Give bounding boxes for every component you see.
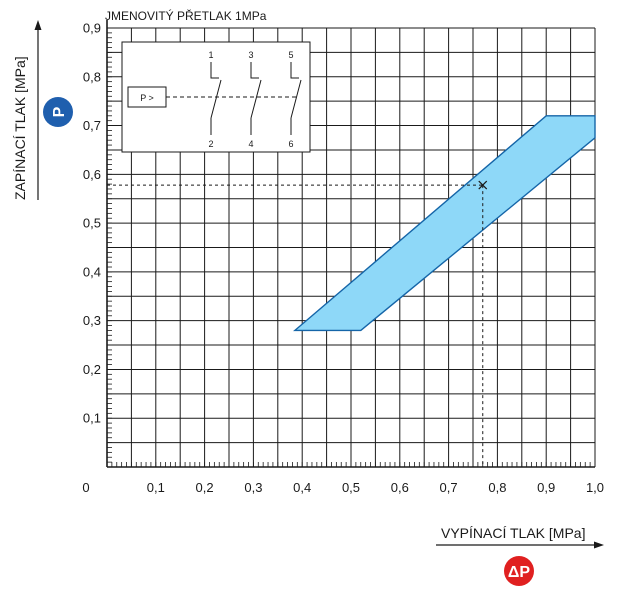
x-tick-labels: 0,1 0,2 0,3 0,4 0,5 0,6 0,7 0,8 0,9 1,0 bbox=[147, 480, 604, 495]
y-tick-label: 0,6 bbox=[83, 167, 101, 182]
terminal-bottom-label: 6 bbox=[288, 139, 293, 149]
y-axis-title-group: ZAPÍNACÍ TLAK [MPa] P bbox=[12, 20, 73, 200]
x-tick-label: 0,6 bbox=[391, 480, 409, 495]
y-axis-arrowhead bbox=[34, 20, 42, 30]
y-tick-label: 0,7 bbox=[83, 118, 101, 133]
axes bbox=[106, 20, 595, 468]
x-tick-label: 0,5 bbox=[342, 480, 360, 495]
terminal-top-label: 1 bbox=[208, 50, 213, 60]
y-tick-labels: 0,1 0,2 0,3 0,4 0,5 0,6 0,7 0,8 0,9 bbox=[83, 21, 101, 426]
delta-p-symbol-text: ΔP bbox=[508, 564, 531, 581]
x-axis-title: VYPÍNACÍ TLAK [MPa] bbox=[441, 525, 585, 541]
contact-blade bbox=[210, 79, 222, 119]
delta-p-symbol-badge bbox=[504, 556, 534, 586]
contact-upper-lead bbox=[250, 62, 259, 79]
x-tick-label: 1,0 bbox=[586, 480, 604, 495]
x-tick-label: 0,8 bbox=[488, 480, 506, 495]
switch-schematic-inset: P > 1 2 3 4 5 6 bbox=[121, 41, 311, 153]
contact-upper-lead bbox=[210, 62, 219, 79]
example-guides bbox=[107, 180, 488, 467]
y-tick-label: 0,3 bbox=[83, 313, 101, 328]
terminal-bottom-label: 2 bbox=[208, 139, 213, 149]
chart-title: JMENOVITÝ PŘETLAK 1MPa bbox=[105, 8, 267, 23]
y-tick-label: 0,8 bbox=[83, 69, 101, 84]
contact-blade bbox=[290, 79, 302, 119]
y-axis-title: ZAPÍNACÍ TLAK [MPa] bbox=[12, 56, 28, 200]
p-symbol-text: P bbox=[51, 106, 68, 117]
example-point-marker bbox=[478, 180, 488, 190]
minor-ticks bbox=[106, 27, 596, 468]
x-tick-label: 0,9 bbox=[537, 480, 555, 495]
contacts: 1 2 3 4 5 6 bbox=[208, 50, 302, 149]
origin-label: 0 bbox=[82, 480, 89, 495]
x-tick-label: 0,7 bbox=[440, 480, 458, 495]
y-tick-label: 0,4 bbox=[83, 264, 101, 279]
contact-upper-lead bbox=[290, 62, 299, 79]
terminal-top-label: 5 bbox=[288, 50, 293, 60]
x-axis-arrowhead bbox=[594, 541, 604, 549]
x-axis-title-group: VYPÍNACÍ TLAK [MPa] ΔP bbox=[436, 525, 604, 586]
contact-blade bbox=[250, 79, 262, 119]
x-tick-label: 0,4 bbox=[293, 480, 311, 495]
y-tick-label: 0,5 bbox=[83, 216, 101, 231]
x-tick-label: 0,3 bbox=[244, 480, 262, 495]
y-tick-label: 0,2 bbox=[83, 362, 101, 377]
y-tick-label: 0,1 bbox=[83, 411, 101, 426]
x-tick-label: 0,1 bbox=[147, 480, 165, 495]
operating-band bbox=[293, 115, 596, 332]
p-symbol-badge bbox=[43, 97, 73, 127]
pressure-element-label: P > bbox=[140, 93, 154, 103]
terminal-bottom-label: 4 bbox=[248, 139, 253, 149]
x-tick-label: 0,2 bbox=[196, 480, 214, 495]
terminal-top-label: 3 bbox=[248, 50, 253, 60]
y-tick-label: 0,9 bbox=[83, 21, 101, 36]
